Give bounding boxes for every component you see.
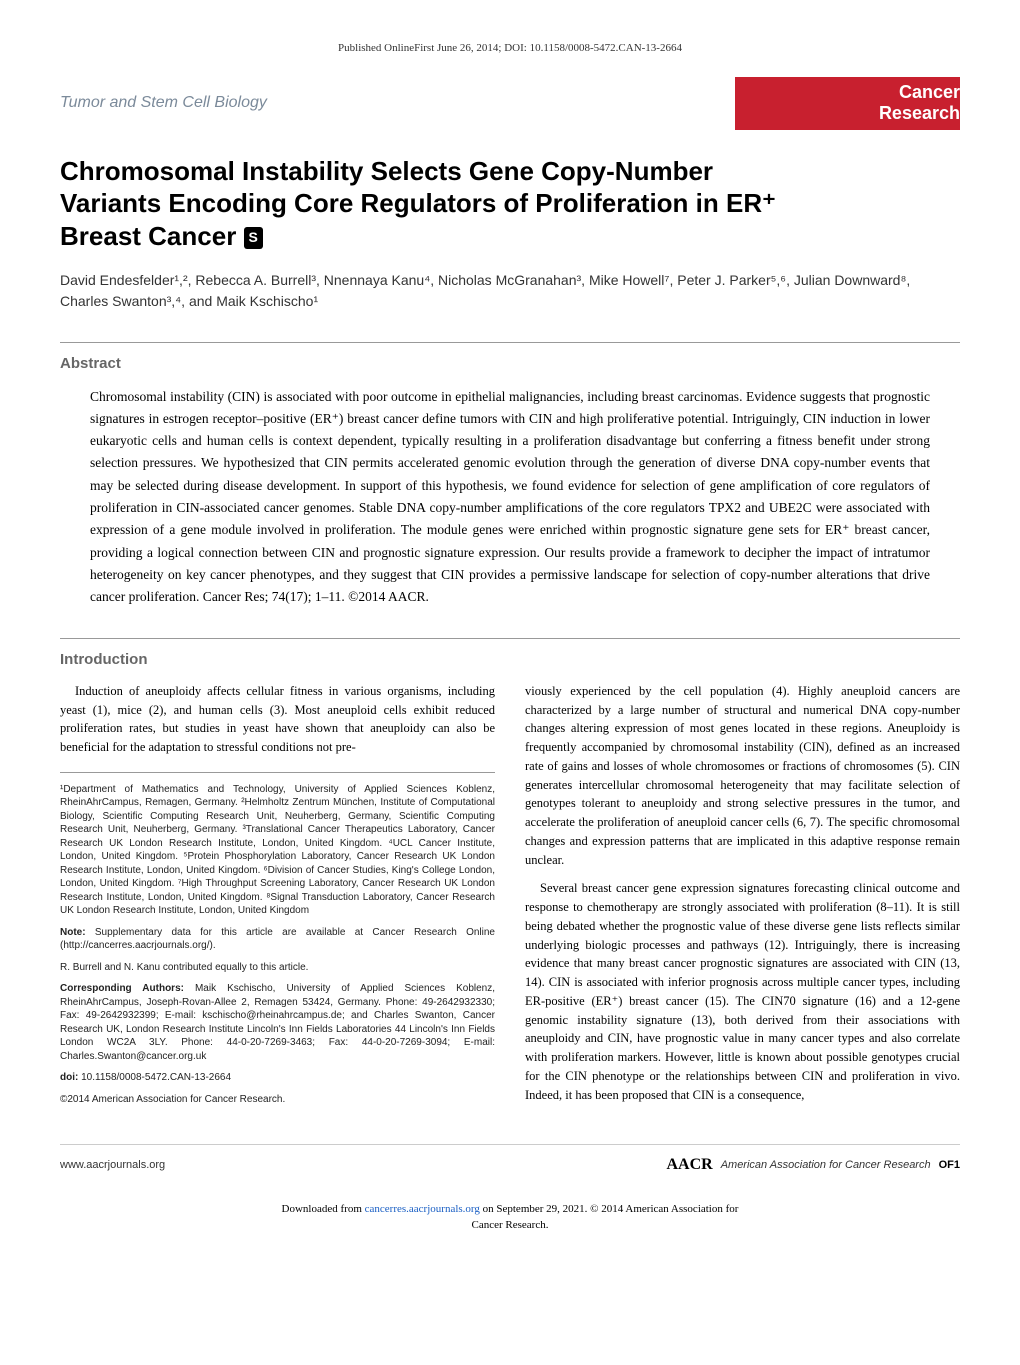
contribution-note: R. Burrell and N. Kanu contributed equal… xyxy=(60,961,495,975)
supplementary-icon: S xyxy=(244,227,263,249)
journal-line1: Cancer xyxy=(879,82,960,104)
corresponding-authors: Corresponding Authors: Maik Kschischo, U… xyxy=(60,982,495,1063)
doi-text: 10.1158/0008-5472.CAN-13-2664 xyxy=(78,1072,231,1083)
introduction-heading: Introduction xyxy=(60,638,960,672)
category-bar: Tumor and Stem Cell Biology Cancer Resea… xyxy=(60,77,960,130)
journal-line2: Research xyxy=(879,103,960,125)
left-column: Induction of aneuploidy affects cellular… xyxy=(60,682,495,1115)
download-footer: Downloaded from cancerres.aacrjournals.o… xyxy=(60,1202,960,1233)
title-line-1: Chromosomal Instability Selects Gene Cop… xyxy=(60,156,713,186)
aacr-logo-mark: AACR xyxy=(666,1153,712,1177)
note: Note: Supplementary data for this articl… xyxy=(60,926,495,953)
author-list: David Endesfelder¹,², Rebecca A. Burrell… xyxy=(60,270,960,312)
footer-url: www.aacrjournals.org xyxy=(60,1157,165,1174)
article-title: Chromosomal Instability Selects Gene Cop… xyxy=(60,155,960,253)
abstract-heading: Abstract xyxy=(60,342,960,376)
affiliations-text: ¹Department of Mathematics and Technolog… xyxy=(60,783,495,918)
intro-paragraph-1: Induction of aneuploidy affects cellular… xyxy=(60,682,495,757)
note-label: Note: xyxy=(60,927,86,938)
download-line2: Cancer Research. xyxy=(472,1219,549,1231)
online-first-header: Published OnlineFirst June 26, 2014; DOI… xyxy=(60,40,960,57)
intro-paragraph-2: viously experienced by the cell populati… xyxy=(525,682,960,870)
body-columns: Induction of aneuploidy affects cellular… xyxy=(60,682,960,1115)
note-text: Supplementary data for this article are … xyxy=(60,927,495,952)
article-category: Tumor and Stem Cell Biology xyxy=(60,91,267,115)
title-line-3: Breast Cancer xyxy=(60,221,236,251)
copyright: ©2014 American Association for Cancer Re… xyxy=(60,1093,495,1107)
download-link[interactable]: cancerres.aacrjournals.org xyxy=(365,1203,480,1215)
download-post: on September 29, 2021. © 2014 American A… xyxy=(480,1203,739,1215)
aacr-logo-text: American Association for Cancer Research xyxy=(721,1157,931,1174)
abstract-text: Chromosomal instability (CIN) is associa… xyxy=(60,386,960,609)
affiliations-block: ¹Department of Mathematics and Technolog… xyxy=(60,772,495,1107)
corr-text: Maik Kschischo, University of Applied Sc… xyxy=(60,983,495,1062)
title-line-2: Variants Encoding Core Regulators of Pro… xyxy=(60,188,776,218)
right-column: viously experienced by the cell populati… xyxy=(525,682,960,1115)
doi-label: doi: xyxy=(60,1072,78,1083)
corr-label: Corresponding Authors: xyxy=(60,983,184,994)
intro-paragraph-3: Several breast cancer gene expression si… xyxy=(525,879,960,1104)
journal-badge: Cancer Research xyxy=(879,82,960,125)
download-pre: Downloaded from xyxy=(282,1203,365,1215)
page-number: OF1 xyxy=(939,1157,960,1174)
footer-right: AACR American Association for Cancer Res… xyxy=(666,1153,960,1177)
page-footer: www.aacrjournals.org AACR American Assoc… xyxy=(60,1144,960,1177)
doi: doi: 10.1158/0008-5472.CAN-13-2664 xyxy=(60,1071,495,1085)
